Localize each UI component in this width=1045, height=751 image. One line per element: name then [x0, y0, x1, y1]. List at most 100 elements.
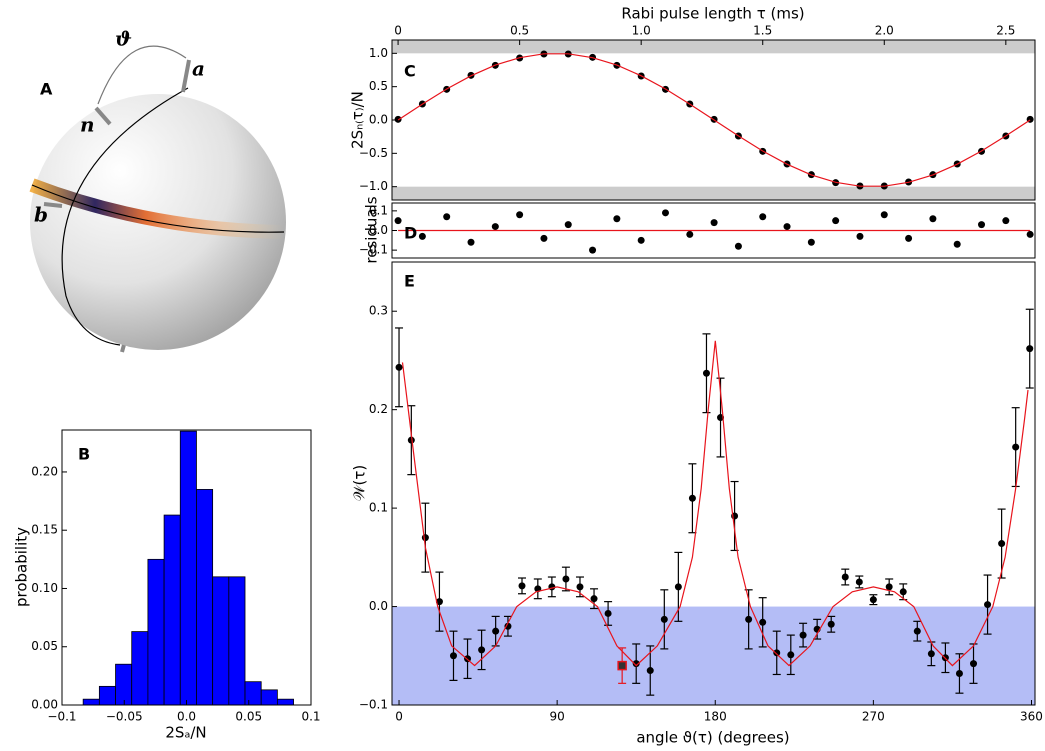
data-point: [467, 238, 475, 246]
y-tick-label: 0.15: [31, 523, 58, 537]
panel: −1.0 −0.5 0.0 0.5 1.0 0 0.5 1.0 1.5 2.0 2.5 C Rabi p…: [349, 5, 1036, 201]
panel-label: A: [40, 80, 53, 99]
data-point: [880, 211, 888, 219]
panel: 0.00 0.05 0.10 0.15 0.20 −0.1 −0.05 0.0 0.05 0.1 B…: [13, 429, 321, 742]
data-point: [855, 578, 863, 586]
panel-label: D: [404, 224, 417, 243]
data-point: [978, 221, 986, 229]
data-point: [832, 217, 840, 225]
y-tick-label: −0.1: [359, 698, 388, 712]
x-tick-label: 0: [394, 24, 402, 38]
data-point: [970, 660, 978, 668]
data-point: [492, 627, 500, 635]
y-tick-label: 0.0: [369, 113, 388, 127]
plot-frame: [391, 261, 1036, 706]
data-point: [913, 627, 921, 635]
y-tick-label: 0.3: [369, 304, 388, 318]
shaded-band: [392, 40, 1035, 54]
x-tick-label: 2.5: [996, 24, 1015, 38]
data-point: [1026, 230, 1034, 238]
data-point: [491, 223, 499, 231]
data-point: [637, 236, 645, 244]
data-point: [394, 217, 402, 225]
data-point: [443, 213, 451, 221]
data-point: [783, 223, 791, 231]
y-tick-label: −1.0: [359, 179, 388, 193]
x-tick-label: 90: [550, 710, 565, 724]
histogram-bar: [147, 558, 165, 706]
fit-line: [401, 340, 1029, 667]
data-point: [998, 540, 1006, 548]
data-point: [1002, 217, 1010, 225]
data-point: [702, 369, 710, 377]
histogram-bar: [244, 681, 262, 706]
data-point: [955, 669, 963, 677]
data-point: [773, 649, 781, 657]
y-axis-label: residuals: [363, 196, 381, 263]
x-tick-label: 0.05: [235, 710, 262, 724]
data-point: [927, 650, 935, 658]
vector-label: a: [192, 57, 205, 81]
data-point: [478, 646, 486, 654]
data-point: [660, 615, 668, 623]
y-tick-label: 0.05: [31, 639, 58, 653]
x-axis-label: 2Sₐ/N: [165, 724, 206, 742]
x-tick-label: 0.0: [177, 710, 196, 724]
y-tick-label: 0.0: [369, 599, 388, 613]
histogram-bar: [196, 489, 214, 706]
x-tick-label: 2.0: [875, 24, 894, 38]
x-tick-label: 1.0: [632, 24, 651, 38]
data-point: [435, 598, 443, 606]
y-tick-label: 1.0: [369, 46, 388, 60]
data-point: [540, 234, 548, 242]
data-point: [449, 652, 457, 660]
data-point: [827, 620, 835, 628]
data-point: [590, 595, 598, 603]
y-tick-label: 0.20: [31, 464, 58, 478]
y-axis-label: probability: [13, 527, 31, 607]
highlighted-point: [617, 660, 627, 671]
data-point: [686, 230, 694, 238]
data-point: [548, 583, 556, 591]
panel-label: C: [404, 62, 416, 81]
data-point: [799, 631, 807, 639]
data-point: [929, 215, 937, 223]
data-point: [885, 583, 893, 591]
data-point: [604, 609, 612, 617]
x-tick-label: 270: [862, 710, 885, 724]
data-point: [899, 588, 907, 596]
data-point: [518, 582, 526, 590]
data-point: [710, 219, 718, 227]
data-point: [674, 583, 682, 591]
fit-line: [397, 53, 1031, 187]
data-point: [1026, 345, 1034, 353]
y-tick-label: 0.2: [369, 402, 388, 416]
x-tick-label: 360: [1020, 710, 1043, 724]
data-point: [661, 209, 669, 217]
bloch-sphere: A ϑ a n b: [29, 27, 286, 353]
data-point: [421, 534, 429, 542]
data-point: [953, 240, 961, 248]
panel-label: E: [404, 272, 415, 291]
data-point: [613, 215, 621, 223]
data-point: [589, 246, 597, 254]
y-tick-label: −0.5: [359, 146, 388, 160]
data-point: [856, 232, 864, 240]
x-axis-label: angle ϑ(τ) (degrees): [636, 729, 789, 747]
data-point: [407, 436, 415, 444]
data-point: [734, 242, 742, 250]
data-point: [759, 213, 767, 221]
y-tick-label: 0.1: [369, 501, 388, 515]
y-axis-label: 𝒲(τ): [351, 465, 369, 501]
y-tick-label: −0.1: [359, 243, 388, 257]
x-tick-label: 0.1: [301, 710, 320, 724]
data-point: [504, 622, 512, 630]
x-tick-label: 0.5: [510, 24, 529, 38]
y-tick-label: 0.0: [369, 223, 388, 237]
shaded-band: [392, 186, 1035, 200]
data-point: [787, 651, 795, 659]
data-point: [576, 583, 584, 591]
data-point: [745, 615, 753, 623]
shaded-band: [392, 606, 1035, 705]
